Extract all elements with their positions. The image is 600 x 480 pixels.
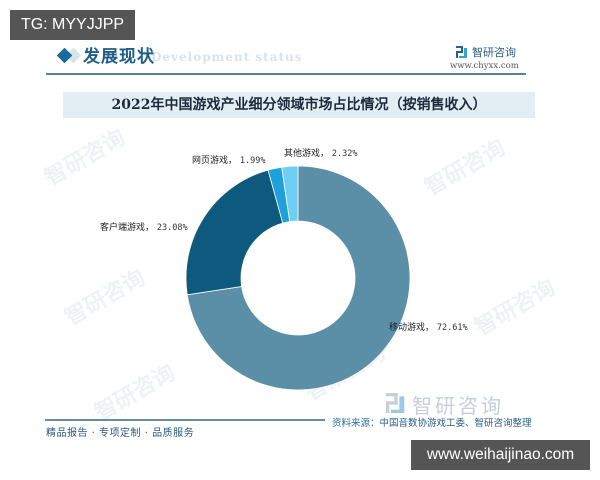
footer-logo-icon	[386, 393, 405, 413]
section-subtitle: Development status	[151, 50, 303, 64]
brand-url: www.chyxx.com	[450, 61, 519, 71]
slice-sep: ，	[228, 156, 238, 166]
slice-name: 客户端游戏	[100, 223, 146, 233]
source-text: 中国音数协游戏工委、智研咨询整理	[379, 418, 532, 429]
tg-badge: TG: MYYJJPP	[10, 10, 135, 40]
chart-title: 2022年中国游戏产业细分领域市场占比情况（按销售收入）	[111, 97, 487, 113]
section-title: 发展现状	[83, 47, 155, 67]
slice-percent: 72.61%	[436, 323, 468, 333]
slice-sep: ，	[320, 149, 330, 159]
chart-title-bar: 2022年中国游戏产业细分领域市场占比情况（按销售收入）	[63, 92, 535, 118]
site-badge: www.weihaijinao.com	[411, 440, 590, 470]
donut-slice	[281, 165, 299, 223]
slice-label-web: 网页游戏， 1.99%	[192, 153, 266, 166]
slice-percent: 1.99%	[239, 156, 266, 166]
slice-label-other: 其他游戏， 2.32%	[284, 146, 358, 159]
slice-name: 网页游戏	[192, 156, 229, 166]
slice-percent: 2.32%	[331, 149, 358, 159]
brand-name: 智研咨询	[472, 46, 516, 59]
brand-logo-icon	[456, 46, 467, 58]
source-label: 资料来源：	[332, 418, 380, 429]
header-divider	[46, 73, 526, 75]
slice-label-client: 客户端游戏， 23.08%	[100, 220, 188, 233]
slice-name: 其他游戏	[284, 149, 321, 159]
footer-divider	[45, 419, 325, 421]
data-source: 资料来源：中国音数协游戏工委、智研咨询整理	[332, 415, 532, 429]
footer-logo-text: 智研咨询	[412, 394, 504, 418]
brand-logo: 智研咨询 www.chyxx.com	[450, 44, 540, 74]
slice-label-mobile: 移动游戏， 72.61%	[389, 320, 468, 333]
slice-name: 移动游戏	[389, 323, 426, 333]
slice-sep: ，	[145, 223, 155, 233]
slice-percent: 23.08%	[156, 223, 188, 233]
footer-tagline: 精品报告 · 专项定制 · 品质服务	[46, 428, 195, 439]
section-header: Development status 发展现状 智研咨询 www.chyxx.c…	[43, 38, 558, 78]
donut-slice	[186, 165, 411, 391]
donut-slice	[185, 169, 284, 296]
slice-sep: ，	[425, 323, 435, 333]
